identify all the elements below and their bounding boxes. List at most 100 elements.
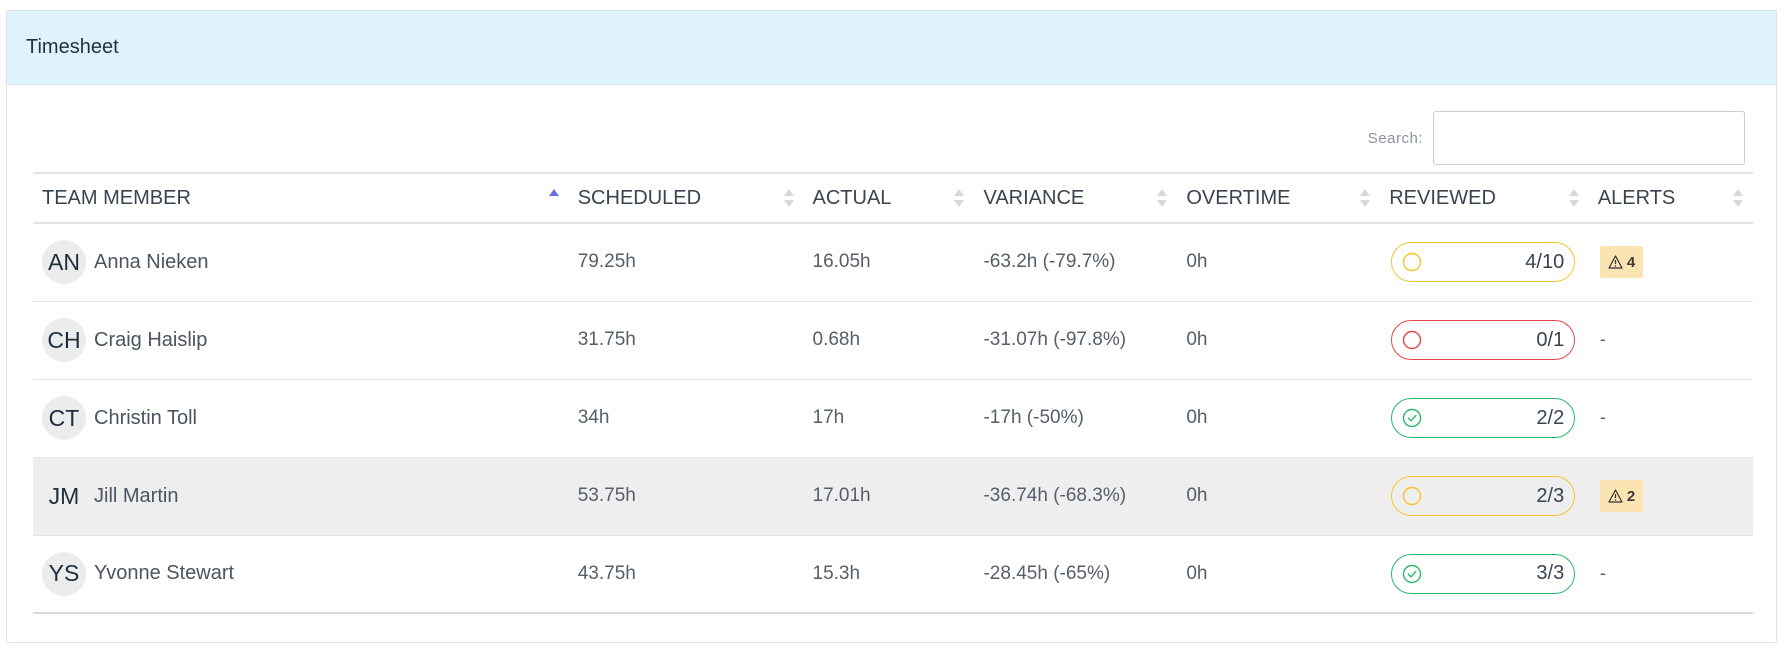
reviewed-progress[interactable]: 3/3 <box>1391 553 1576 594</box>
variance-cell: -36.74h (-68.3%) <box>983 485 1127 506</box>
search-label: Search: <box>1367 129 1423 147</box>
reviewed-progress[interactable]: 2/2 <box>1391 398 1576 438</box>
table-body: AN Anna Nieken 79.25h 16.05h -63.2h (-79… <box>33 223 1753 613</box>
reviewed-count: 3/3 <box>1536 562 1565 585</box>
overtime-cell: 0h <box>1186 562 1208 584</box>
variance-cell: -17h (-50%) <box>983 407 1084 428</box>
circle-icon <box>1401 329 1423 351</box>
team-member: CH Craig Haislip <box>42 318 569 362</box>
team-member: JM Jill Martin <box>42 474 569 518</box>
actual-cell: 15.3h <box>812 562 861 584</box>
column-header-reviewed[interactable]: REVIEWED <box>1380 173 1589 223</box>
member-name[interactable]: Craig Haislip <box>94 328 208 351</box>
no-alerts-dash: - <box>1599 407 1606 427</box>
avatar: AN <box>42 240 86 285</box>
table-row[interactable]: CH Craig Haislip 31.75h 0.68h -31.07h (-… <box>33 301 1753 379</box>
warning-icon <box>1608 255 1623 269</box>
reviewed-progress[interactable]: 2/3 <box>1391 476 1576 516</box>
overtime-cell: 0h <box>1186 407 1208 428</box>
team-member-cell: AN Anna Nieken <box>33 223 569 301</box>
actual-cell: 17h <box>812 407 845 428</box>
variance-cell: -31.07h (-97.8%) <box>983 329 1127 350</box>
column-header-label: VARIANCE <box>983 186 1085 209</box>
team-member-cell: CH Craig Haislip <box>33 301 569 379</box>
alerts-cell: - <box>1589 301 1753 379</box>
check-circle-icon <box>1401 563 1423 585</box>
circle-icon <box>1401 251 1423 273</box>
scheduled-cell: 31.75h <box>577 329 636 350</box>
column-header-label: ACTUAL <box>812 186 892 209</box>
member-name[interactable]: Jill Martin <box>94 484 179 507</box>
team-member-cell: CT Christin Toll <box>33 379 569 457</box>
column-header-overtime[interactable]: OVERTIME <box>1177 173 1380 223</box>
column-header-label: OVERTIME <box>1186 186 1291 209</box>
alerts-cell: - <box>1589 379 1753 457</box>
column-header-scheduled[interactable]: SCHEDULED <box>569 173 804 223</box>
scheduled-cell: 79.25h <box>577 251 636 273</box>
sort-icon <box>783 189 794 207</box>
avatar: JM <box>48 482 80 509</box>
reviewed-cell: 3/3 <box>1380 535 1589 613</box>
panel-title: Timesheet <box>26 36 119 58</box>
variance-cell: -63.2h (-79.7%) <box>983 251 1116 273</box>
sort-icon <box>954 189 965 207</box>
column-header-alerts[interactable]: ALERTS <box>1589 173 1753 223</box>
member-name[interactable]: Yvonne Stewart <box>94 562 235 585</box>
team-member: CT Christin Toll <box>42 396 569 440</box>
column-header-team-member[interactable]: TEAM MEMBER <box>33 173 569 223</box>
actual-cell: 16.05h <box>812 251 871 273</box>
warning-icon <box>1608 489 1623 503</box>
avatar: CT <box>42 396 86 440</box>
column-header-variance[interactable]: VARIANCE <box>974 173 1177 223</box>
sort-icon <box>1733 189 1743 207</box>
overtime-cell: 0h <box>1186 329 1208 350</box>
column-header-label: SCHEDULED <box>577 186 702 209</box>
scheduled-cell: 43.75h <box>577 562 636 584</box>
timesheet-panel: Timesheet Search: TEAM MEMBER SCHEDULED … <box>6 10 1777 643</box>
no-alerts-dash: - <box>1599 329 1606 349</box>
scheduled-cell: 53.75h <box>577 485 636 506</box>
column-header-actual[interactable]: ACTUAL <box>804 173 975 223</box>
variance-cell: -28.45h (-65%) <box>983 562 1111 584</box>
alerts-cell: 4 <box>1589 223 1753 301</box>
sort-icon <box>1157 189 1168 207</box>
table-row[interactable]: CT Christin Toll 34h 17h -17h (-50%) 0h … <box>33 379 1753 457</box>
table-row[interactable]: JM Jill Martin 53.75h 17.01h -36.74h (-6… <box>33 457 1753 535</box>
avatar: YS <box>42 551 86 596</box>
column-header-label: REVIEWED <box>1389 186 1496 209</box>
overtime-cell: 0h <box>1186 485 1208 506</box>
alert-badge[interactable]: 2 <box>1599 480 1644 512</box>
reviewed-progress[interactable]: 0/1 <box>1391 320 1576 360</box>
actual-cell: 0.68h <box>812 329 861 350</box>
sort-icon <box>1568 189 1579 207</box>
member-name[interactable]: Anna Nieken <box>94 250 209 273</box>
alert-count: 2 <box>1626 487 1636 505</box>
reviewed-count: 2/2 <box>1536 406 1565 429</box>
member-name[interactable]: Christin Toll <box>94 406 197 429</box>
timesheet-table: TEAM MEMBER SCHEDULED ACTUAL VARIANCE OV… <box>33 172 1753 614</box>
sort-icon <box>548 189 559 207</box>
column-header-label: TEAM MEMBER <box>42 186 191 209</box>
alert-count: 4 <box>1626 253 1636 271</box>
column-header-label: ALERTS <box>1597 186 1676 209</box>
reviewed-cell: 4/10 <box>1380 223 1589 301</box>
panel-header: Timesheet <box>7 11 1776 85</box>
team-member: AN Anna Nieken <box>42 240 569 285</box>
avatar: CH <box>42 318 86 362</box>
no-alerts-dash: - <box>1599 562 1606 583</box>
reviewed-cell: 2/3 <box>1380 457 1589 535</box>
search-input[interactable] <box>1433 111 1745 165</box>
actual-cell: 17.01h <box>812 485 871 506</box>
reviewed-count: 2/3 <box>1536 484 1565 507</box>
reviewed-count: 0/1 <box>1536 328 1565 351</box>
team-member-cell: YS Yvonne Stewart <box>33 535 569 613</box>
alerts-cell: 2 <box>1589 457 1753 535</box>
circle-icon <box>1401 485 1423 507</box>
table-row[interactable]: YS Yvonne Stewart 43.75h 15.3h -28.45h (… <box>33 535 1753 613</box>
reviewed-count: 4/10 <box>1525 250 1565 273</box>
reviewed-progress[interactable]: 4/10 <box>1391 242 1576 283</box>
table-row[interactable]: AN Anna Nieken 79.25h 16.05h -63.2h (-79… <box>33 223 1753 301</box>
alert-badge[interactable]: 4 <box>1599 246 1644 279</box>
sort-icon <box>1360 189 1371 207</box>
check-circle-icon <box>1401 407 1423 429</box>
